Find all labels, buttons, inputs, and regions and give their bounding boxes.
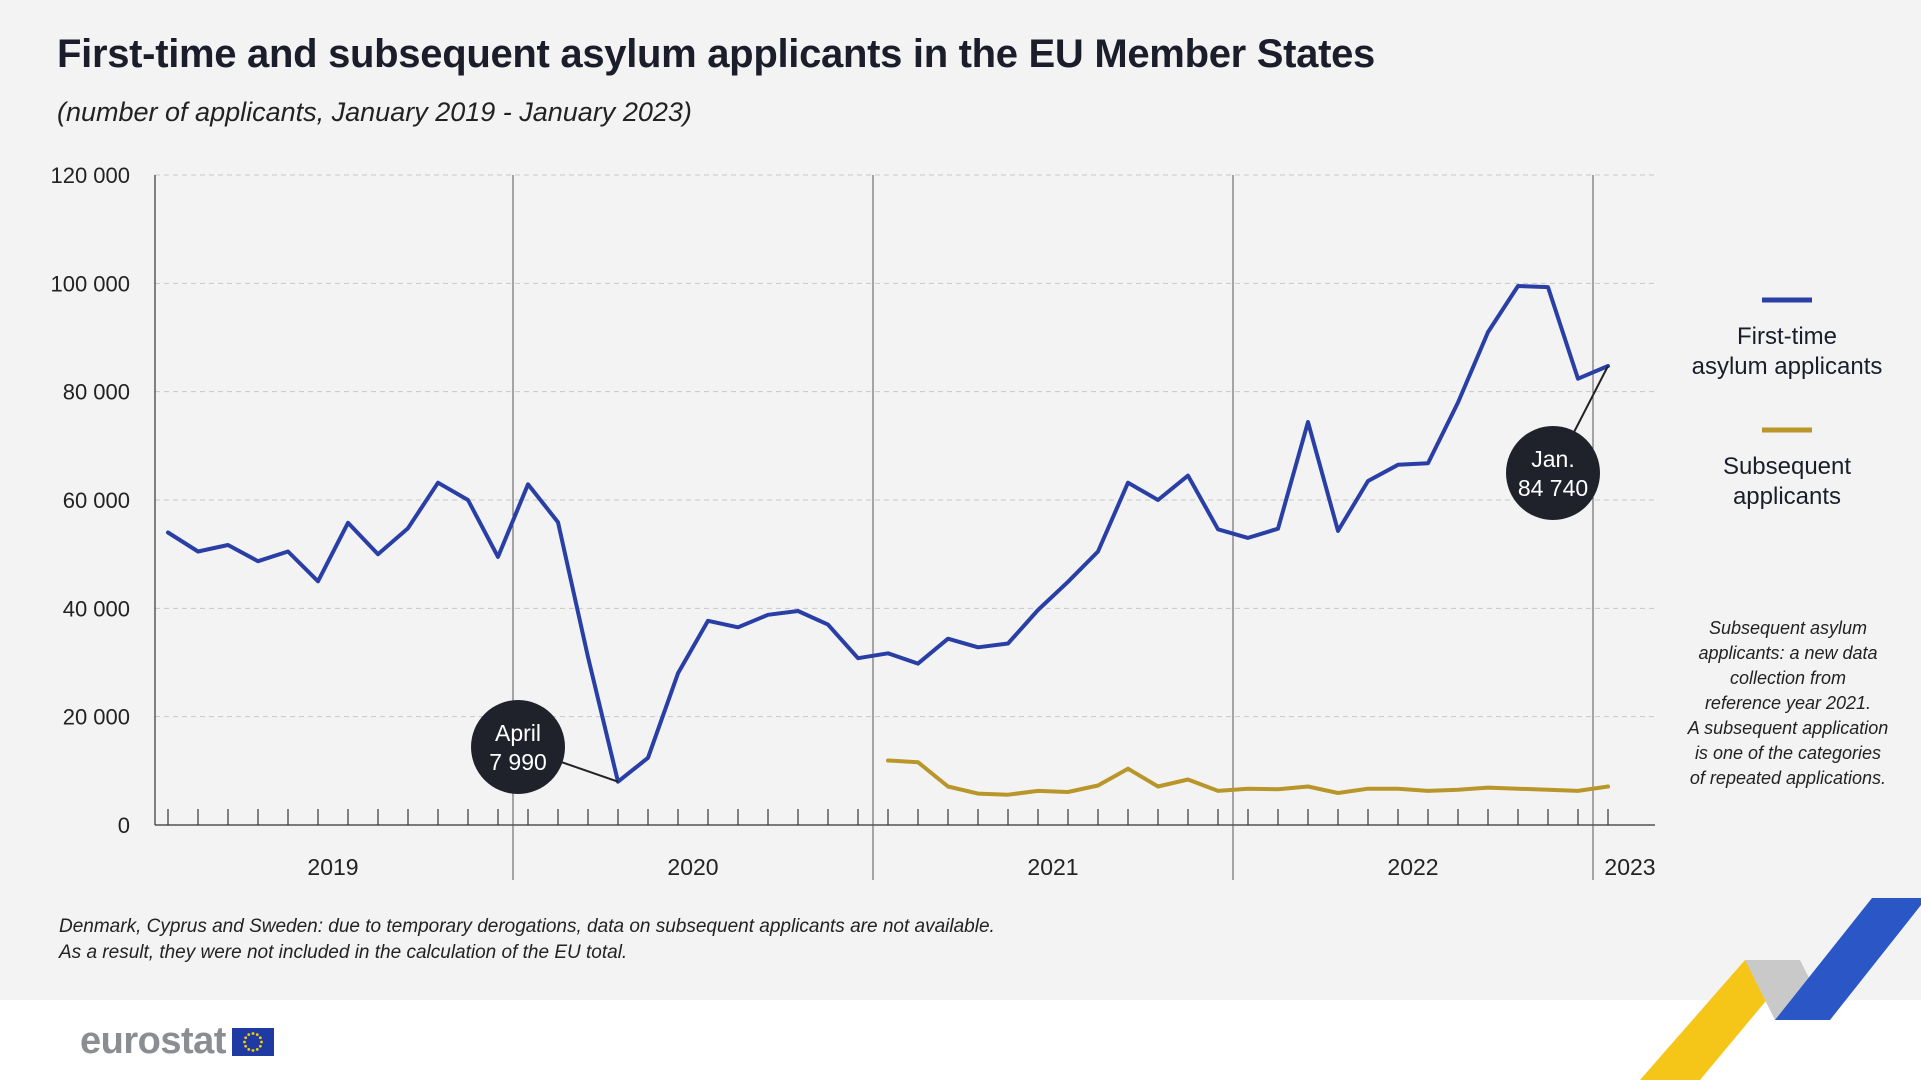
line-chart: 0 20 000 40 000 60 000 80 000 100 000 120 000 2… xyxy=(50,163,1888,880)
flag-star xyxy=(251,1031,255,1035)
callout-label: 7 990 xyxy=(489,749,547,775)
callout-bubble xyxy=(1506,426,1600,520)
legend: First-time asylum applicants Subsequent app… xyxy=(1692,297,1883,510)
flag-star xyxy=(258,1035,262,1039)
legend-label: Subsequent xyxy=(1723,453,1851,480)
y-tick-label: 120 000 xyxy=(50,163,130,188)
side-note-line: A subsequent application xyxy=(1687,718,1888,738)
callout-label: 84 740 xyxy=(1518,475,1588,501)
footnote: Denmark, Cyprus and Sweden: due to tempo… xyxy=(59,914,1159,966)
flag-star xyxy=(244,1044,247,1048)
subsequent-series-line xyxy=(886,758,1610,797)
callout-label: April xyxy=(495,720,541,746)
flag-star xyxy=(255,1032,259,1036)
y-tick-label: 80 000 xyxy=(63,380,130,405)
legend-label: First-time xyxy=(1737,323,1837,350)
side-note: Subsequent asylum applicants: a new data c… xyxy=(1687,618,1888,788)
side-note-line: collection from xyxy=(1730,668,1846,688)
legend-label: applicants xyxy=(1733,483,1841,510)
legend-label: asylum applicants xyxy=(1692,353,1883,380)
series-lines xyxy=(166,284,1610,797)
x-year-label: 2021 xyxy=(1027,854,1078,880)
flag-star xyxy=(260,1040,263,1043)
callout-label: Jan. xyxy=(1531,446,1574,472)
side-note-line: is one of the categories xyxy=(1695,743,1881,763)
chart-title: First-time and subsequent asylum applica… xyxy=(57,32,1375,76)
chart-subtitle: (number of applicants, January 2019 - Ja… xyxy=(57,97,692,127)
flag-star xyxy=(247,1032,251,1036)
flag-star xyxy=(247,1047,251,1051)
side-note-line: of repeated applications. xyxy=(1690,768,1886,788)
x-year-label: 2020 xyxy=(667,854,718,880)
flag-star xyxy=(251,1048,255,1052)
y-tick-label: 20 000 xyxy=(63,705,130,730)
side-note-line: applicants: a new data xyxy=(1698,643,1877,663)
footnote-line: Denmark, Cyprus and Sweden: due to tempo… xyxy=(59,916,995,937)
side-note-line: Subsequent asylum xyxy=(1709,618,1867,638)
flag-star xyxy=(244,1035,247,1039)
axes: 0 20 000 40 000 60 000 80 000 100 000 120 000 2… xyxy=(50,163,1656,880)
callouts: April 7 990 Jan. 84 740 xyxy=(471,365,1609,794)
eu-flag-icon xyxy=(231,1027,274,1056)
grid-lines xyxy=(155,174,1655,718)
y-tick-label: 0 xyxy=(118,813,130,838)
x-year-label: 2019 xyxy=(307,854,358,880)
flag-star xyxy=(243,1040,246,1043)
y-tick-label: 40 000 xyxy=(63,596,130,621)
x-year-label: 2022 xyxy=(1387,854,1438,880)
eurostat-logo: eurostat xyxy=(80,1020,274,1063)
y-tick-label: 60 000 xyxy=(63,488,130,513)
flag-star xyxy=(255,1047,259,1051)
x-year-label: 2023 xyxy=(1604,854,1655,880)
callout-bubble xyxy=(471,700,565,794)
flag-star xyxy=(258,1044,262,1048)
side-note-line: reference year 2021. xyxy=(1705,693,1871,713)
y-tick-label: 100 000 xyxy=(50,271,130,296)
first-time-series-line xyxy=(166,284,1610,784)
footnote-line: As a result, they were not included in t… xyxy=(59,942,628,963)
logo-text: eurostat xyxy=(80,1020,226,1062)
